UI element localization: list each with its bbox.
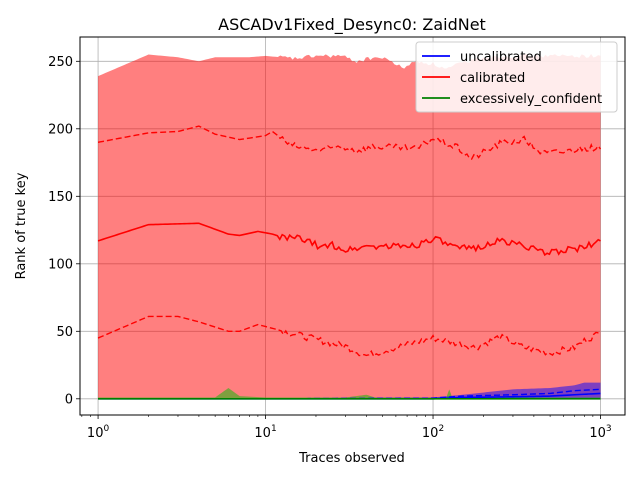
axis-ticks: 0 50 100 150 200 250 100 101 102 103 [48, 55, 611, 441]
band-calibrated [98, 53, 601, 399]
y-tick-label: 100 [48, 257, 73, 272]
y-tick-label: 250 [48, 55, 73, 70]
lower-line-calibrated [97, 315, 601, 358]
y-tick-label: 200 [48, 122, 73, 137]
x-tick-label: 102 [422, 424, 444, 441]
y-axis-label: Rank of true key [14, 172, 29, 279]
x-tick-label: 100 [87, 424, 110, 441]
series-lines-layer [97, 125, 602, 400]
legend-label-uncalibrated: uncalibrated [460, 50, 542, 65]
x-tick-label: 101 [254, 424, 276, 441]
legend-label-excessively-confident: excessively_confident [460, 92, 602, 107]
x-axis-label: Traces observed [298, 451, 405, 466]
bands-layer [98, 53, 601, 399]
plot-frame [79, 36, 626, 416]
y-tick-label: 50 [56, 325, 73, 340]
y-tick-label: 0 [65, 392, 73, 407]
band-excessively_confident [98, 388, 601, 399]
y-tick-label: 150 [48, 190, 73, 205]
x-tick-label: 103 [589, 424, 611, 441]
band-uncalibrated [98, 382, 601, 399]
legend-label-calibrated: calibrated [460, 71, 525, 86]
legend: uncalibrated calibrated excessively_conf… [415, 41, 618, 113]
chart-title: ASCADv1Fixed_Desync0: ZaidNet [218, 15, 486, 35]
legend-box [415, 41, 618, 113]
median-line-calibrated [97, 222, 601, 257]
upper-line-calibrated [97, 125, 602, 160]
